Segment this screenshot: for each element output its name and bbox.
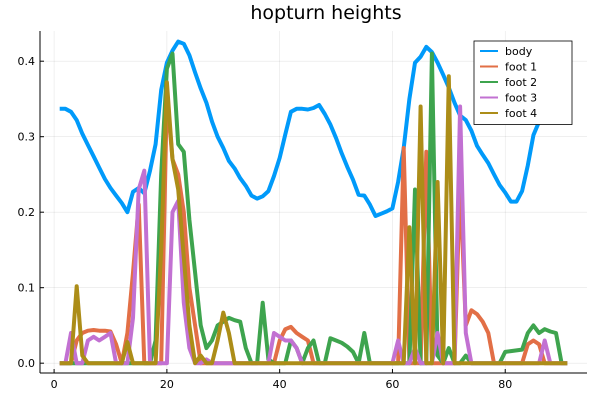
y-tick-label: 0.3	[18, 131, 36, 144]
y-tick-label: 0.0	[18, 357, 36, 370]
x-tick-label: 20	[160, 378, 174, 391]
y-tick-label: 0.4	[18, 55, 36, 68]
x-tick-label: 0	[51, 378, 58, 391]
legend: body foot 1 foot 2 foot 3 foot 4	[473, 40, 573, 125]
chart-title: hopturn heights	[250, 2, 401, 24]
legend-label: foot 3	[505, 92, 537, 105]
series-line-foot-3	[59, 104, 568, 366]
y-tick-label: 0.1	[18, 282, 36, 295]
x-tick-label: 80	[498, 378, 512, 391]
axes	[39, 31, 587, 374]
legend-label: body	[505, 45, 533, 58]
tick-labels: 0 20 40 60 80 0.0 0.1 0.2 0.3 0.4	[18, 55, 513, 391]
series-lines	[59, 39, 568, 366]
legend-label: foot 2	[505, 76, 537, 89]
series-line-foot-4	[59, 74, 568, 366]
legend-label: foot 4	[505, 107, 537, 120]
legend-label: foot 1	[505, 61, 537, 74]
x-tick-label: 40	[273, 378, 287, 391]
x-tick-label: 60	[385, 378, 399, 391]
y-tick-label: 0.2	[18, 206, 36, 219]
